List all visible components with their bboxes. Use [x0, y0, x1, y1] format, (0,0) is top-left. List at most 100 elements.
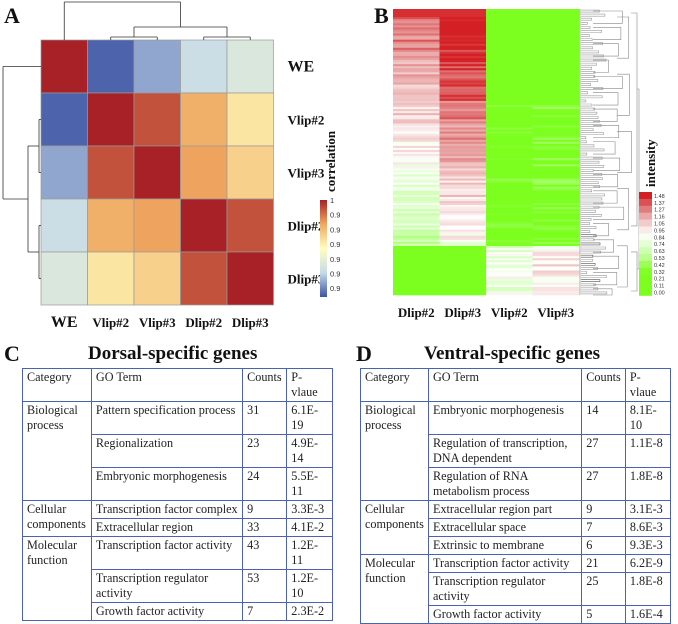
heatmap-cell: [393, 68, 440, 71]
heatmap-cell: [393, 13, 440, 16]
heatmap-cell: [532, 94, 580, 98]
colorbar-step: [639, 240, 652, 248]
heatmap-cell: [393, 250, 440, 253]
heatmap-cell: [393, 119, 440, 122]
heatmap-cell: [532, 188, 580, 192]
heatmap-cell: [393, 272, 440, 275]
colorbar-tick: 0.21: [654, 277, 665, 283]
heatmap-cell: [393, 270, 440, 273]
heatmap-cell: [532, 98, 580, 102]
heatmap-cell: [486, 170, 533, 173]
heatmap-cell: [439, 231, 487, 235]
heatmap-cell: [393, 29, 440, 32]
heatmap-cell: [87, 39, 135, 94]
panel-label-d: D: [356, 341, 372, 366]
heatmap-cell: [486, 62, 533, 65]
heatmap-cell: [486, 268, 533, 271]
heatmap-cell: [393, 37, 440, 40]
heatmap-cell: [532, 237, 580, 241]
heatmap-cell: [439, 282, 487, 286]
heatmap-cell: [439, 9, 487, 12]
heatmap-cell: [486, 117, 533, 120]
heatmap-cell: [40, 145, 88, 200]
heatmap-cell: [532, 80, 580, 83]
panel-label-a: A: [4, 3, 20, 28]
heatmap-cell: [486, 76, 533, 79]
heatmap-cell: [393, 143, 440, 147]
heatmap-cell: [532, 129, 580, 132]
heatmap-cell: [439, 239, 487, 243]
col-label: Vlip#3: [537, 305, 574, 320]
p-value-cell: 1.8E-8: [624, 572, 672, 606]
colorbar-title: correlation: [323, 130, 338, 192]
heatmap-cell: [393, 145, 440, 149]
heatmap-cell: [439, 292, 487, 296]
heatmap-cell: [532, 207, 580, 210]
heatmap-cell: [393, 76, 440, 79]
go-term-cell: Extracellular region part: [427, 500, 583, 519]
heatmap-cell: [133, 92, 181, 147]
colorbar-tick: 1: [330, 196, 334, 205]
heatmap-cell: [486, 229, 533, 232]
heatmap-cell: [180, 251, 228, 306]
heatmap-cell: [393, 268, 440, 271]
col-label: Dlip#2: [185, 315, 222, 330]
heatmap-cell: [486, 292, 533, 296]
heatmap-cell: [439, 154, 487, 157]
heatmap-cell: [486, 152, 533, 155]
panel-label-b: B: [374, 3, 389, 28]
heatmap-cell: [486, 158, 533, 161]
heatmap-cell: [439, 190, 487, 194]
counts-cell: 25: [581, 572, 626, 606]
heatmap-cell: [532, 245, 580, 249]
heatmap-cell: [393, 213, 440, 216]
heatmap-cell: [439, 284, 487, 288]
heatmap-cell: [486, 194, 533, 198]
heatmap-cell: [393, 209, 440, 212]
heatmap-cell: [439, 84, 487, 87]
heatmap-cell: [393, 123, 440, 126]
counts-cell: 9: [581, 500, 626, 519]
heatmap-cell: [486, 90, 533, 94]
heatmap-cell: [532, 221, 580, 224]
heatmap-cell: [393, 84, 440, 87]
heatmap-cell: [393, 215, 440, 218]
heatmap-cell: [439, 274, 487, 277]
p-value-cell: 6.2E-9: [624, 554, 672, 573]
heatmap-cell: [439, 250, 487, 253]
heatmap-cell: [393, 152, 440, 155]
heatmap-cell: [486, 43, 533, 47]
heatmap-cell: [486, 239, 533, 243]
column-dendrogram: [63, 1, 251, 40]
heatmap-cell: [486, 107, 533, 110]
heatmap-cell: [393, 58, 440, 61]
heatmap-cell: [532, 235, 580, 239]
heatmap-cell: [486, 162, 533, 165]
heatmap-cell: [532, 119, 580, 122]
heatmap-cell: [439, 129, 487, 132]
heatmap-cell: [439, 201, 487, 204]
heatmap-cell: [439, 143, 487, 147]
heatmap-cell: [532, 51, 580, 55]
heatmap-cell: [532, 231, 580, 235]
col-label: Dlip#3: [444, 305, 481, 320]
heatmap-cell: [486, 166, 533, 169]
dorsal-go-table: Category GO Term Counts P-vlaue Biological p…: [22, 368, 333, 621]
heatmap-cell: [439, 35, 487, 38]
heatmap-cell: [393, 149, 440, 153]
heatmap-cell: [486, 68, 533, 71]
heatmap-cell: [439, 98, 487, 102]
heatmap-cell: [532, 92, 580, 96]
heatmap-cell: [393, 105, 440, 108]
heatmap-cell: [393, 219, 440, 222]
heatmap-cell: [439, 125, 487, 128]
heatmap-cell: [393, 117, 440, 120]
heatmap-cell: [486, 219, 533, 222]
colorbar-tick: 0.74: [654, 242, 665, 248]
heatmap-cell: [439, 276, 487, 279]
heatmap-cell: [486, 127, 533, 130]
heatmap-cell: [532, 111, 580, 114]
heatmap-cell: [486, 145, 533, 149]
heatmap-cell: [486, 80, 533, 83]
p-value-cell: 1.2E-10: [286, 569, 333, 603]
